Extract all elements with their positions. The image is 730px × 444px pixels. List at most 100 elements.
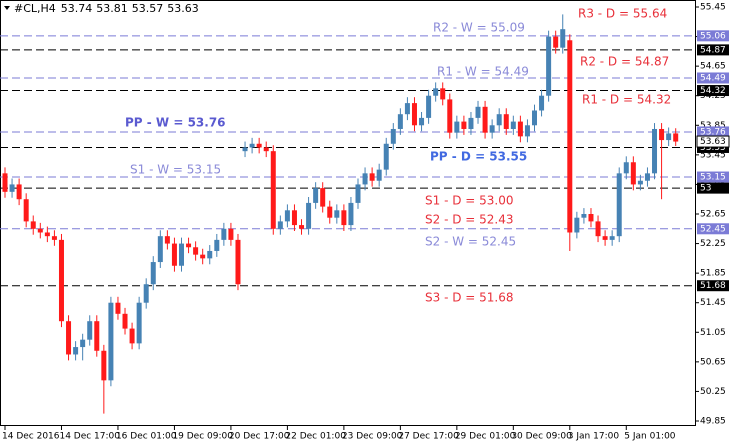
candle-body <box>263 147 269 152</box>
level-annotation: PP - W = 53.76 <box>125 116 226 130</box>
candle-body <box>553 36 559 48</box>
candle-body <box>9 184 15 192</box>
level-price-label: 54.87 <box>700 45 726 55</box>
header-low: 53.57 <box>132 2 164 15</box>
candle-body <box>390 128 396 144</box>
candle-body <box>666 133 672 141</box>
x-tick-label: 14 Dec 17:00 <box>59 432 120 442</box>
candle-body <box>16 184 22 200</box>
candle-body <box>23 199 29 222</box>
x-tick-label: 23 Dec 09:00 <box>342 432 403 442</box>
candle-body <box>588 214 594 222</box>
y-tick-label: 51.85 <box>700 269 726 279</box>
candle-body <box>179 243 184 266</box>
y-tick-label: 49.85 <box>700 417 726 427</box>
candle-body <box>574 217 580 233</box>
y-tick-label: 51.45 <box>700 298 726 308</box>
level-price-label: 53.76 <box>700 127 726 137</box>
candle-body <box>637 180 643 185</box>
candle-body <box>313 188 319 203</box>
candle-body <box>186 243 192 248</box>
candle-body <box>94 321 100 351</box>
current-price-label: 53.63 <box>700 137 726 147</box>
candle-body <box>51 236 57 240</box>
candle-body <box>447 99 453 133</box>
candle-body <box>150 262 156 285</box>
level-price-label: 54.32 <box>700 86 726 96</box>
candle-body <box>355 184 361 203</box>
level-price-label: 54.49 <box>700 73 726 83</box>
candle-body <box>461 121 467 129</box>
candle-body <box>200 254 206 259</box>
level-price-label: 53.55 <box>700 143 726 153</box>
candle-body <box>362 173 368 185</box>
x-tick-label: 27 Dec 17:00 <box>398 432 459 442</box>
level-price-box <box>697 280 729 292</box>
level-annotation: R2 - W = 55.09 <box>433 21 525 35</box>
candle-body <box>404 103 410 115</box>
x-tick-label: 29 Dec 01:00 <box>455 432 516 442</box>
candle-body <box>143 284 149 303</box>
y-tick-label: 52.25 <box>700 239 726 249</box>
candle-body <box>87 321 93 340</box>
candle-body <box>235 239 241 285</box>
candle-body <box>644 173 650 181</box>
candle-body <box>567 40 573 233</box>
chart-title: #CL,H4 <box>14 2 56 15</box>
level-annotation: R3 - D = 55.64 <box>578 7 667 21</box>
candle-body <box>623 162 629 174</box>
candle-body <box>659 128 665 141</box>
level-price-label: 55.06 <box>700 31 726 41</box>
x-tick-label: 22 Dec 01:00 <box>285 432 346 442</box>
candle-body <box>652 128 658 174</box>
candle-body <box>284 210 290 222</box>
candle-body <box>383 143 389 170</box>
candle-body <box>221 228 227 240</box>
candle-body <box>475 106 481 118</box>
candle-body <box>630 162 636 185</box>
candle-body <box>419 117 425 126</box>
level-annotation: S2 - W = 52.45 <box>425 235 516 249</box>
x-tick-label: 30 Dec 09:00 <box>511 432 572 442</box>
y-tick-label: 54.65 <box>700 62 726 72</box>
y-tick-label: 51.05 <box>700 328 726 338</box>
level-price-label: 53 <box>700 184 711 194</box>
level-price-label: 52.45 <box>700 224 726 234</box>
header-open: 53.74 <box>61 2 93 15</box>
candle-body <box>341 210 347 226</box>
plot-frame <box>0 0 696 426</box>
candle-body <box>426 95 432 118</box>
candle-body <box>595 221 601 237</box>
candle-body <box>256 143 262 148</box>
candle-body <box>214 239 220 251</box>
candle-body <box>157 236 163 263</box>
candle-body <box>524 125 530 137</box>
candle-body <box>299 225 305 229</box>
y-tick-label: 54.25 <box>700 91 726 101</box>
candle-body <box>44 232 50 237</box>
candle-body <box>510 121 516 129</box>
y-tick-label: 55.45 <box>700 3 726 13</box>
candle-body <box>503 114 509 129</box>
candle-body <box>37 228 43 233</box>
candle-body <box>496 114 502 126</box>
candle-body <box>320 188 326 207</box>
y-tick-label: 53.85 <box>700 121 726 131</box>
candle-body <box>129 328 135 344</box>
candle-body <box>122 313 128 329</box>
level-price-box <box>697 44 729 56</box>
candle-body <box>517 121 523 137</box>
candle-body <box>73 347 79 355</box>
candle-body <box>207 250 213 259</box>
candle-body <box>369 173 375 181</box>
candle-body <box>673 133 679 142</box>
candle-body <box>136 302 142 344</box>
y-tick-label: 50.25 <box>700 387 726 397</box>
candle-body <box>327 206 333 218</box>
x-tick-label: 20 Dec 17:00 <box>229 432 290 442</box>
x-tick-label: 5 Jan 01:00 <box>624 432 676 442</box>
level-price-box <box>697 30 729 42</box>
candle-body <box>602 236 608 240</box>
candle-body <box>539 95 545 111</box>
